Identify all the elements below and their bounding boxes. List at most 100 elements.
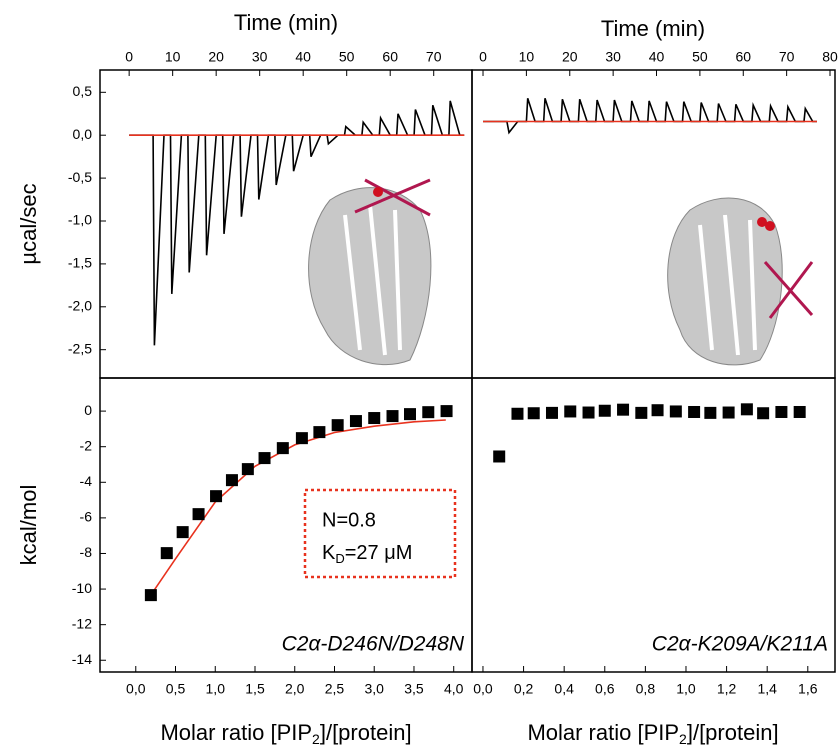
data-point xyxy=(545,406,558,419)
data-point xyxy=(511,407,524,420)
x-tick-label: 0,4 xyxy=(554,681,574,697)
data-point xyxy=(422,406,435,419)
x-tick-label: 1,0 xyxy=(206,681,226,697)
y-tick-label: -6 xyxy=(80,509,93,525)
data-point xyxy=(651,404,664,417)
x-tick-label: 30 xyxy=(605,49,621,65)
x-axis-title-part: Molar ratio [PIP xyxy=(527,720,679,745)
x-tick-label: 10 xyxy=(519,49,535,65)
data-point xyxy=(241,463,254,476)
protein-cross xyxy=(354,178,431,217)
y-tick-label: -1,0 xyxy=(68,212,92,228)
x-tick-label: 2,5 xyxy=(325,681,345,697)
annotation-part: K xyxy=(322,542,336,564)
x-tick-label: 60 xyxy=(735,49,751,65)
y-tick-label: -0,5 xyxy=(68,169,92,185)
y-tick-label: 0 xyxy=(84,402,92,418)
x-tick-label: 20 xyxy=(208,49,224,65)
y-tick-label: -2 xyxy=(80,437,93,453)
y-tick-label: -12 xyxy=(72,615,92,631)
data-point xyxy=(598,404,611,417)
x-tick-label: 80 xyxy=(822,49,838,65)
data-point xyxy=(704,406,717,419)
data-point xyxy=(192,508,205,521)
data-point xyxy=(225,474,238,487)
x-tick-label: 3,0 xyxy=(364,681,384,697)
panel-label: C2α-D246N/D248N xyxy=(282,633,465,656)
data-point xyxy=(635,406,648,419)
x-tick-label: 0 xyxy=(479,49,487,65)
data-point xyxy=(160,547,173,560)
x-tick-label: 4,0 xyxy=(444,681,464,697)
x-axis-title: Molar ratio [PIP2]/[protein] xyxy=(527,720,778,747)
data-point xyxy=(176,526,189,539)
protein-illustration xyxy=(308,187,432,366)
annotation-box xyxy=(303,488,457,579)
data-point xyxy=(144,589,157,602)
data-point xyxy=(757,407,770,420)
x-tick-label: 0,2 xyxy=(514,681,534,697)
data-point xyxy=(276,442,289,455)
y-tick-label: -4 xyxy=(80,473,93,489)
x-tick-label: 20 xyxy=(562,49,578,65)
x-axis-title-part: ]/[protein] xyxy=(687,720,779,745)
annotation-part: =27 μM xyxy=(345,542,413,564)
y-tick-label: 0,0 xyxy=(73,126,93,142)
x-tick-label: 50 xyxy=(339,49,355,65)
panel-frame xyxy=(471,377,836,673)
data-point xyxy=(349,415,362,428)
x-tick-label: 70 xyxy=(426,49,442,65)
data-point xyxy=(313,426,326,439)
x-tick-label: 0,5 xyxy=(166,681,186,697)
data-point xyxy=(368,412,381,425)
x-tick-label: 1,4 xyxy=(757,681,777,697)
data-point xyxy=(564,405,577,418)
x-tick-label: 1,6 xyxy=(798,681,818,697)
annotation: N=0.8 xyxy=(322,509,376,531)
x-tick-label: 30 xyxy=(252,49,268,65)
x-axis-title: Time (min) xyxy=(601,16,705,41)
x-tick-label: 3,5 xyxy=(404,681,424,697)
data-point xyxy=(688,405,701,418)
y-tick-label: -1,5 xyxy=(68,255,92,271)
x-tick-label: 10 xyxy=(165,49,181,65)
data-point xyxy=(722,406,735,419)
data-point xyxy=(775,405,788,418)
data-point xyxy=(295,432,308,445)
protein-cross xyxy=(763,261,814,319)
data-point xyxy=(440,405,453,418)
fit-line xyxy=(147,419,446,601)
data-point xyxy=(527,407,540,420)
x-tick-label: 50 xyxy=(692,49,708,65)
y-tick-label: -14 xyxy=(72,651,92,667)
x-tick-label: 1,2 xyxy=(717,681,737,697)
data-point xyxy=(669,405,682,418)
x-tick-label: 70 xyxy=(779,49,795,65)
data-point xyxy=(258,452,271,465)
x-axis-title-sub: 2 xyxy=(679,731,687,747)
data-point xyxy=(331,419,344,432)
data-point xyxy=(386,410,399,423)
y-tick-label: -2,0 xyxy=(68,297,92,313)
x-tick-label: 60 xyxy=(382,49,398,65)
protein-illustration xyxy=(667,197,783,366)
x-axis-title: Time (min) xyxy=(234,10,338,35)
data-point xyxy=(740,403,753,416)
x-axis-title-part: ]/[protein] xyxy=(320,720,412,745)
panel-label: C2α-K209A/K211A xyxy=(652,633,828,656)
annotation-sub: D xyxy=(335,551,344,566)
data-point xyxy=(404,408,416,421)
y-axis-title: µcal/sec xyxy=(16,183,41,264)
x-tick-label: 0,8 xyxy=(636,681,656,697)
x-tick-label: 1,0 xyxy=(676,681,696,697)
x-tick-label: 0 xyxy=(125,49,133,65)
y-tick-label: -8 xyxy=(80,544,93,560)
data-point xyxy=(493,450,506,463)
x-tick-label: 0,6 xyxy=(595,681,615,697)
trace xyxy=(483,98,817,135)
data-point xyxy=(617,403,630,416)
x-tick-label: 0,0 xyxy=(126,681,146,697)
data-point xyxy=(582,406,595,419)
